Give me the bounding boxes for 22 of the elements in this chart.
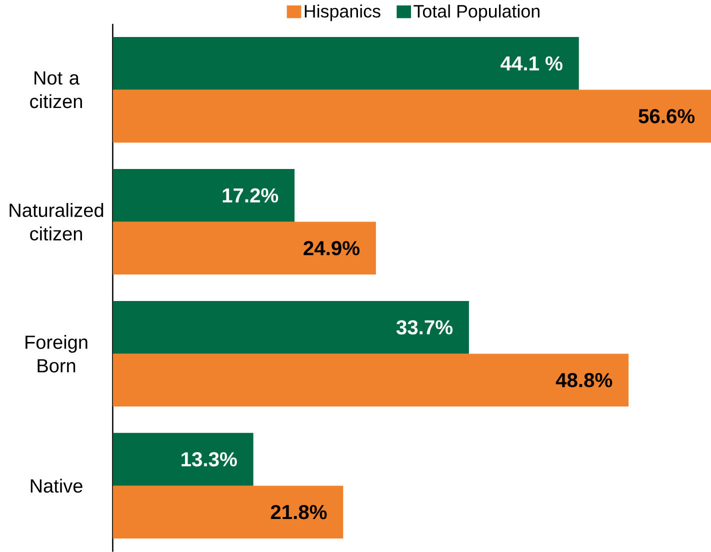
bar (112, 90, 711, 142)
data-label: 44.1 % (500, 56, 562, 70)
legend-label: Hispanics (304, 4, 380, 21)
data-label: 21.8% (270, 504, 327, 520)
legend-label: Total Population (414, 4, 540, 21)
bar (112, 486, 344, 538)
bar (112, 354, 629, 406)
data-label: 13.3% (182, 452, 237, 466)
bar (112, 432, 254, 486)
data-label: 24.9% (304, 240, 360, 256)
y-tick-label: Naturalized citizen (10, 202, 104, 240)
bar (112, 36, 579, 90)
y-tick-label: Foreign Born (26, 334, 88, 372)
bar (112, 168, 295, 222)
data-label: 17.2% (222, 188, 278, 202)
data-label: 48.8% (556, 372, 612, 388)
bar (112, 300, 469, 354)
bar (112, 222, 376, 274)
data-label: 33.7% (396, 320, 453, 334)
data-label: 56.6% (638, 108, 695, 124)
y-tick-label: Not a citizen (30, 71, 82, 108)
y-tick-label: Native (30, 478, 82, 493)
